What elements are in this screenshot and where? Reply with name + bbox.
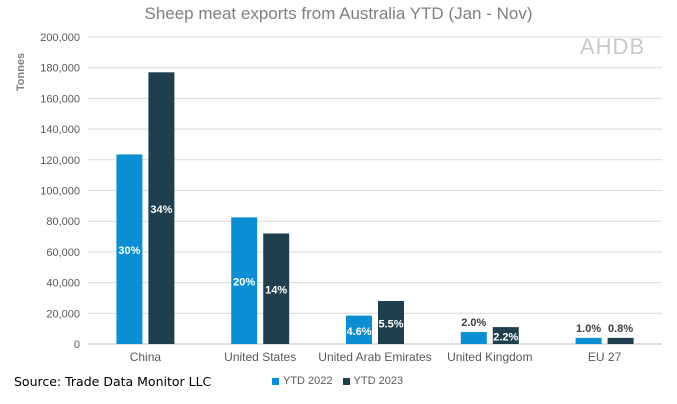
data-label: 14% xyxy=(265,285,287,297)
data-label: 0.8% xyxy=(608,323,633,335)
x-tick-label: China xyxy=(130,350,162,364)
x-tick-label: United States xyxy=(224,350,296,364)
y-tick-label: 40,000 xyxy=(46,278,80,290)
y-tick-label: 20,000 xyxy=(46,308,80,320)
ahdb-logo-watermark: AHDB xyxy=(580,34,646,59)
data-label: 1.0% xyxy=(576,323,601,335)
y-tick-label: 200,000 xyxy=(40,32,80,44)
bar-2023 xyxy=(148,72,175,345)
y-tick-label: 120,000 xyxy=(40,155,80,167)
y-tick-label: 0 xyxy=(74,339,80,351)
chart-legend: YTD 2022 YTD 2023 xyxy=(272,375,403,387)
bar-2023 xyxy=(378,301,404,344)
y-tick-label: 160,000 xyxy=(40,93,80,105)
source-note: Source: Trade Data Monitor LLC xyxy=(14,374,212,389)
data-label: 30% xyxy=(118,245,140,257)
data-label: 34% xyxy=(150,204,172,216)
y-tick-label: 180,000 xyxy=(40,63,80,75)
y-tick-label: 140,000 xyxy=(40,124,80,136)
bar-2023 xyxy=(492,327,519,344)
bar-2022 xyxy=(116,154,143,344)
y-tick-label: 80,000 xyxy=(46,216,80,228)
data-label: 2.0% xyxy=(461,317,486,329)
data-label: 2.2% xyxy=(493,332,518,344)
legend-label-2023: YTD 2023 xyxy=(353,375,404,387)
legend-item-2023: YTD 2023 xyxy=(342,375,404,387)
data-label: 5.5% xyxy=(378,319,403,331)
bar-2022 xyxy=(346,315,372,344)
y-tick-label: 60,000 xyxy=(46,247,80,259)
bar-2022 xyxy=(460,332,487,344)
bar-2023 xyxy=(263,233,290,344)
bar-2022 xyxy=(575,337,602,344)
legend-swatch-2022 xyxy=(272,377,279,385)
y-tick-label: 100,000 xyxy=(40,186,80,198)
x-tick-label: United Arab Emirates xyxy=(318,350,431,364)
bar-2023 xyxy=(607,337,634,344)
legend-item-2022: YTD 2022 xyxy=(272,375,333,387)
legend-label-2022: YTD 2022 xyxy=(283,375,333,387)
x-tick-label: United Kingdom xyxy=(447,350,532,364)
bar-2022 xyxy=(231,217,258,344)
data-label: 20% xyxy=(233,277,255,289)
legend-swatch-2023 xyxy=(342,377,350,385)
x-tick-label: EU 27 xyxy=(588,350,622,364)
y-axis-label: Tonnes xyxy=(15,53,27,91)
chart-title: Sheep meat exports from Australia YTD (J… xyxy=(144,4,533,23)
data-label: 4.6% xyxy=(346,326,371,338)
